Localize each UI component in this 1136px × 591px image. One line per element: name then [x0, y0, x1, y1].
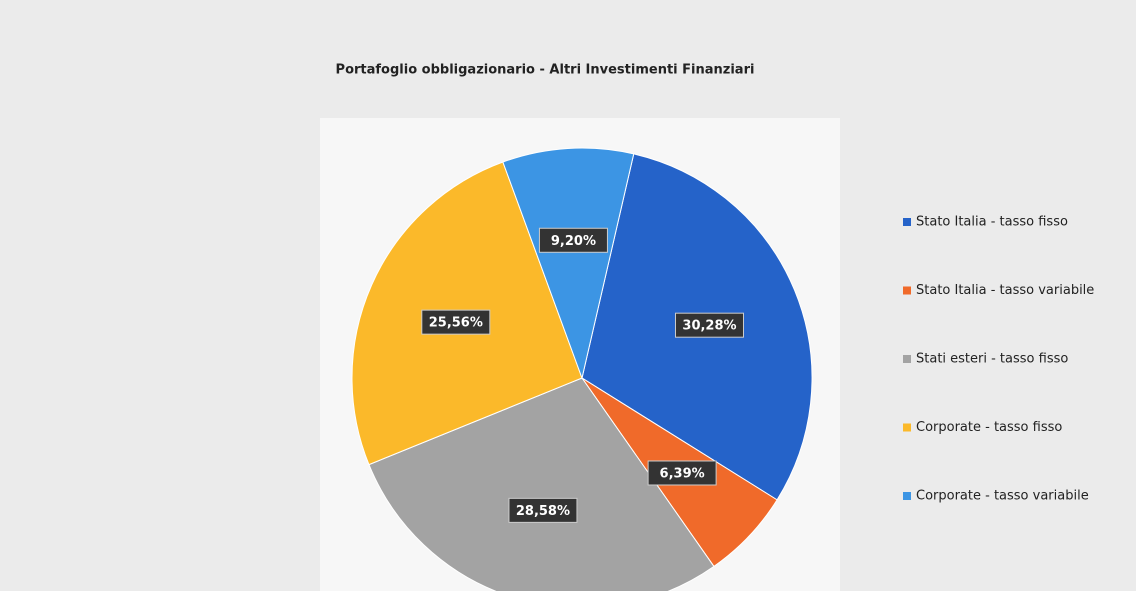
data-label-text: 28,58%: [516, 504, 570, 519]
legend-swatch: [903, 355, 911, 363]
legend-label: Stato Italia - tasso variabile: [916, 283, 1094, 298]
legend-label: Corporate - tasso variabile: [916, 489, 1089, 504]
legend-swatch: [903, 218, 911, 226]
data-label-box: [647, 460, 717, 486]
data-label-box: [508, 497, 578, 523]
chart-title: Portafoglio obbligazionario - Altri Inve…: [336, 63, 755, 78]
legend-swatch: [903, 286, 911, 295]
data-label-box: [421, 309, 491, 335]
data-label: 6,39%: [647, 460, 717, 486]
pie-slice: [368, 377, 715, 591]
legend-swatch: [903, 492, 911, 500]
data-label-text: 9,20%: [551, 234, 596, 249]
legend-swatch: [903, 423, 911, 432]
data-label-box: [538, 227, 608, 253]
data-label: 25,56%: [421, 309, 491, 335]
legend-label: Stato Italia - tasso fisso: [916, 215, 1068, 230]
data-label-text: 6,39%: [660, 466, 705, 481]
data-label: 28,58%: [508, 497, 578, 523]
data-label-text: 30,28%: [682, 319, 736, 334]
legend-label: Stati esteri - tasso fisso: [916, 352, 1068, 367]
data-label: 9,20%: [538, 227, 608, 253]
data-label-box: [674, 312, 744, 338]
data-label-text: 25,56%: [429, 316, 483, 331]
legend-label: Corporate - tasso fisso: [916, 420, 1062, 435]
data-label: 30,28%: [674, 312, 744, 338]
pie-slice: [502, 147, 635, 380]
